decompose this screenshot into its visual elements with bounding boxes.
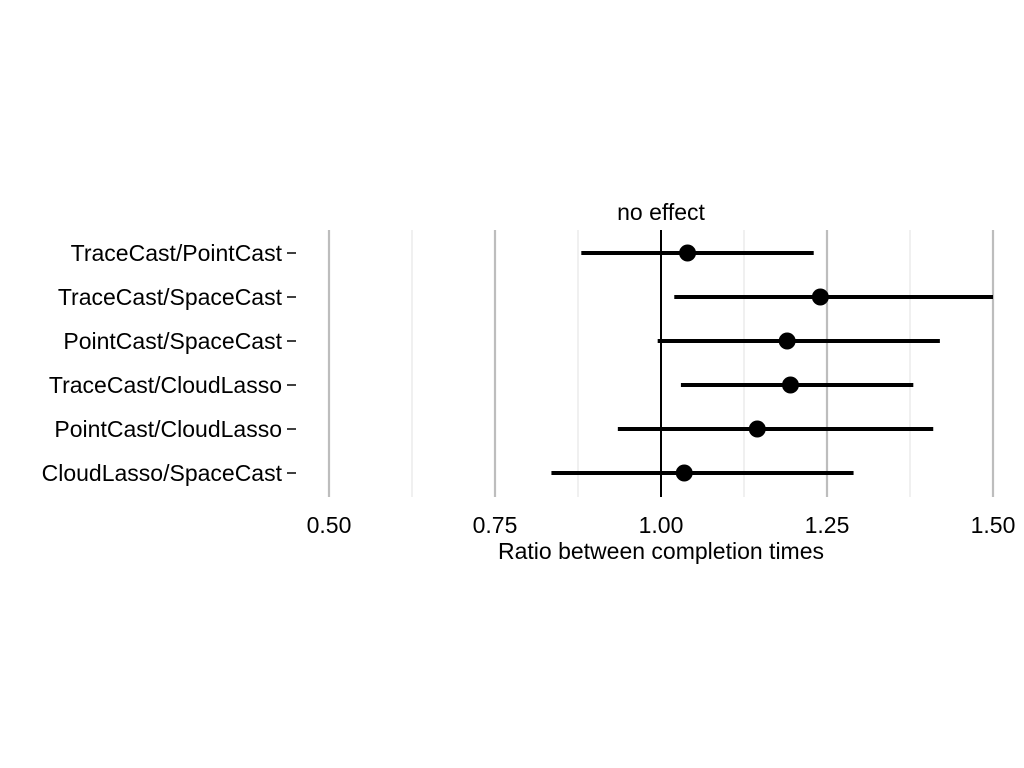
x-tick-label: 0.50	[307, 512, 352, 538]
x-tick-label: 0.75	[473, 512, 518, 538]
estimate-point	[675, 464, 693, 482]
rows-layer: TraceCast/PointCast TraceCast/SpaceCast Po…	[42, 240, 993, 486]
x-axis-title: Ratio between completion times	[498, 538, 824, 564]
row-label: TraceCast/CloudLasso	[49, 372, 282, 398]
x-tick-label: 1.50	[971, 512, 1016, 538]
estimate-point	[781, 376, 799, 394]
row-label: TraceCast/SpaceCast	[58, 284, 283, 310]
no-effect-annotation: no effect	[617, 199, 705, 225]
row-label: PointCast/CloudLasso	[54, 416, 282, 442]
estimate-point	[778, 332, 796, 350]
estimate-point	[679, 244, 697, 262]
x-axis-ticks: 0.50 0.75 1.00 1.25 1.50	[307, 512, 1016, 538]
row-label: TraceCast/PointCast	[71, 240, 283, 266]
grid-layer	[327, 230, 995, 497]
x-tick-label: 1.25	[805, 512, 850, 538]
row-label: CloudLasso/SpaceCast	[42, 460, 283, 486]
row-label: PointCast/SpaceCast	[63, 328, 282, 354]
estimate-point	[748, 420, 766, 438]
estimate-point	[811, 288, 829, 306]
x-tick-label: 1.00	[639, 512, 684, 538]
